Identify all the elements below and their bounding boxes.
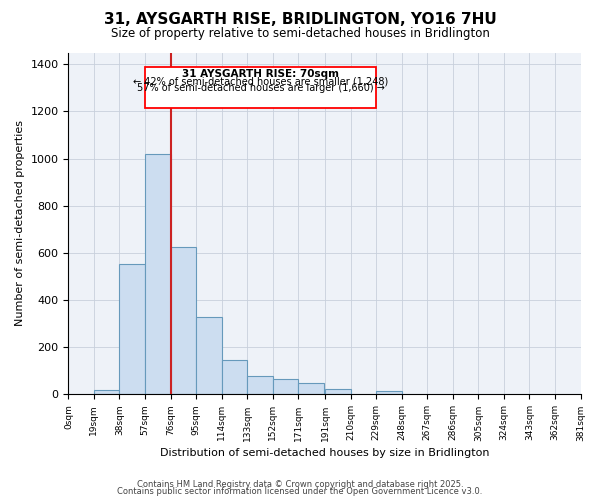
Text: 31, AYSGARTH RISE, BRIDLINGTON, YO16 7HU: 31, AYSGARTH RISE, BRIDLINGTON, YO16 7HU	[104, 12, 496, 28]
Bar	[145, 66, 376, 108]
Bar	[196, 316, 221, 394]
Bar	[94, 390, 119, 394]
Text: 31 AYSGARTH RISE: 70sqm: 31 AYSGARTH RISE: 70sqm	[182, 70, 339, 80]
Bar	[119, 264, 145, 394]
Bar	[325, 388, 350, 394]
Bar	[170, 247, 196, 394]
Bar	[145, 154, 170, 394]
Bar	[247, 376, 273, 394]
Text: 57% of semi-detached houses are larger (1,660) →: 57% of semi-detached houses are larger (…	[137, 82, 385, 92]
Y-axis label: Number of semi-detached properties: Number of semi-detached properties	[15, 120, 25, 326]
Text: Contains public sector information licensed under the Open Government Licence v3: Contains public sector information licen…	[118, 487, 482, 496]
Bar	[221, 360, 247, 394]
Bar	[298, 382, 324, 394]
X-axis label: Distribution of semi-detached houses by size in Bridlington: Distribution of semi-detached houses by …	[160, 448, 489, 458]
Bar	[376, 391, 402, 394]
Text: Size of property relative to semi-detached houses in Bridlington: Size of property relative to semi-detach…	[110, 28, 490, 40]
Bar	[273, 379, 298, 394]
Text: Contains HM Land Registry data © Crown copyright and database right 2025.: Contains HM Land Registry data © Crown c…	[137, 480, 463, 489]
Text: ← 42% of semi-detached houses are smaller (1,248): ← 42% of semi-detached houses are smalle…	[133, 76, 388, 86]
